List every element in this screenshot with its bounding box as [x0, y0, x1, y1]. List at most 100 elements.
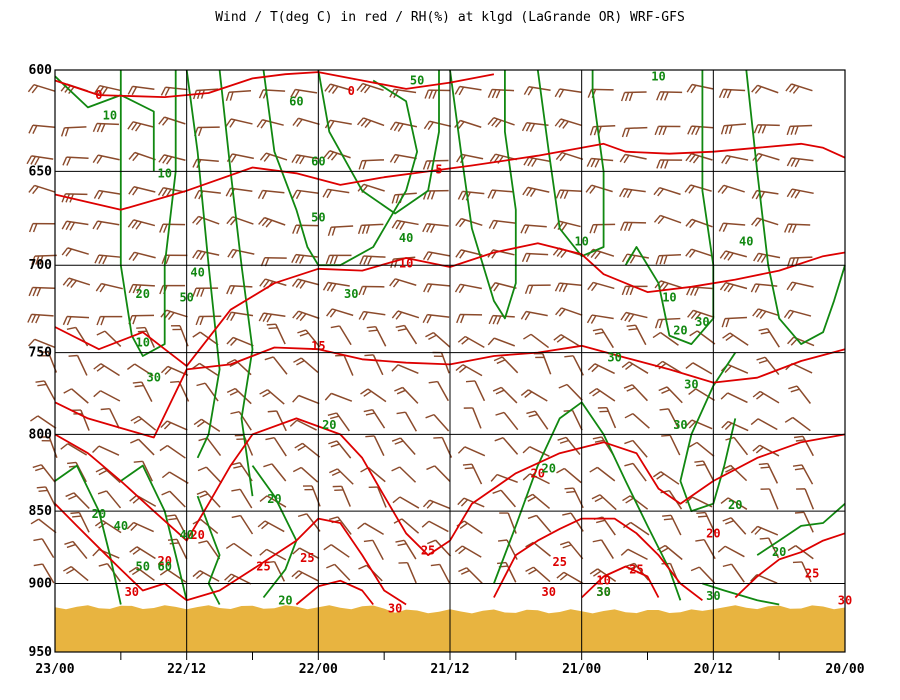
wind-barb [662, 514, 682, 536]
wind-barb [760, 488, 779, 510]
wind-barb [323, 150, 351, 161]
wind-barb [226, 153, 254, 163]
wind-barb [93, 189, 121, 200]
wind-barb [292, 224, 319, 234]
wind-barb [60, 443, 88, 456]
wind-barb [356, 82, 384, 94]
wind-barb [28, 184, 56, 195]
y-tick-label: 900 [29, 577, 53, 592]
wind-barb [786, 281, 814, 291]
wind-barb [722, 464, 748, 482]
rh-label: 50 [136, 560, 150, 574]
wind-barb [159, 223, 186, 233]
wind-barb [358, 159, 385, 170]
wind-barb [127, 85, 155, 96]
wind-barb [364, 354, 384, 376]
wind-barb [391, 310, 420, 320]
wind-barb [719, 281, 748, 293]
wind-barb [267, 410, 287, 432]
wind-barb [686, 83, 714, 94]
wind-barb [30, 415, 57, 429]
wind-barb [359, 255, 386, 265]
wind-barb [293, 357, 319, 373]
wind-barb [391, 219, 419, 230]
isotherm-15 [54, 344, 846, 439]
wind-barb [660, 490, 683, 510]
rh-40-b [449, 69, 517, 320]
wind-barb [487, 88, 515, 99]
wind-barb [326, 308, 354, 318]
wind-barb [366, 325, 387, 347]
wind-barb [161, 490, 186, 508]
wind-barb [792, 561, 812, 583]
rh-30-c [679, 352, 737, 512]
wind-barb [360, 466, 386, 483]
wind-barb [257, 520, 285, 533]
wind-barb [522, 473, 550, 485]
wind-barb [592, 328, 614, 349]
wind-barb [688, 388, 715, 401]
wind-barb [522, 446, 550, 458]
wind-barb [593, 516, 616, 536]
wind-barb [721, 420, 749, 432]
wind-barb [784, 223, 811, 234]
wind-barb [360, 388, 387, 403]
wind-barb [195, 315, 222, 326]
rh-label: 30 [695, 315, 709, 329]
wind-barb [395, 324, 418, 345]
wind-barb [659, 408, 680, 429]
rh-label: 40 [399, 231, 413, 245]
wind-barb [28, 286, 55, 297]
wind-barb [785, 83, 813, 94]
wind-barb [127, 219, 156, 230]
wind-barb [62, 156, 89, 166]
wind-barb [327, 412, 350, 432]
wind-barb [719, 250, 747, 261]
wind-barb [225, 187, 253, 197]
wind-barb [556, 467, 582, 484]
rh-label: 10 [103, 109, 117, 123]
wind-barb [196, 382, 219, 402]
wind-barb [456, 313, 483, 324]
rh-label: 20 [542, 462, 556, 476]
wind-barb [721, 154, 749, 165]
wind-barb [557, 436, 581, 456]
wind-barb [752, 390, 780, 404]
wind-barb [40, 436, 58, 458]
temperature-label: 25 [300, 551, 314, 565]
wind-barb [133, 460, 153, 482]
wind-barb [626, 324, 647, 346]
wind-barb [587, 281, 615, 292]
wind-barb [555, 151, 584, 162]
wind-barb [527, 514, 552, 533]
wind-barb [92, 122, 119, 133]
wind-barb [426, 465, 451, 483]
wind-barb [297, 329, 321, 348]
wind-barb [652, 331, 679, 346]
wind-barb [493, 356, 519, 374]
wind-barb [787, 545, 814, 560]
temperature-label: 0 [348, 84, 355, 98]
wind-barb [422, 313, 450, 324]
wind-barb [292, 394, 320, 405]
rh-label: 60 [289, 94, 303, 108]
temperature-label: 30 [125, 585, 139, 599]
isotherm-5 [54, 142, 846, 211]
rh-label: 20 [728, 498, 742, 512]
temperature-label: 25 [421, 544, 435, 558]
isotherm-20 [54, 417, 846, 556]
wind-barb [324, 392, 353, 402]
wind-barb [589, 223, 616, 234]
wind-barb [488, 219, 516, 230]
wind-barb [31, 254, 57, 265]
wind-barb [398, 562, 417, 584]
wind-barb [752, 308, 780, 319]
wind-barb [525, 541, 551, 557]
rh-label: 30 [344, 287, 358, 301]
temperature-label: 25 [552, 555, 566, 569]
wind-barb [592, 436, 615, 456]
wind-barb [27, 83, 56, 94]
wind-barb [488, 314, 515, 325]
wind-barb [555, 307, 583, 317]
wind-barb [494, 437, 519, 455]
